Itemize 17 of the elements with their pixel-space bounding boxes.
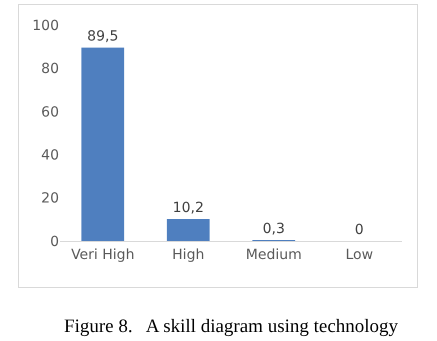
data-label: 10,2 (172, 200, 204, 216)
data-label: 0 (354, 222, 364, 238)
y-tick-label: 80 (41, 61, 59, 78)
y-tick-label: 40 (41, 148, 59, 164)
x-tick-label: Veri High (71, 246, 134, 263)
x-tick-label: Medium (246, 246, 302, 263)
y-tick-label: 60 (41, 104, 59, 120)
bar (81, 48, 124, 241)
y-tick-label: 100 (32, 18, 59, 34)
bar (166, 218, 210, 241)
x-tick-label: High (172, 246, 204, 263)
caption: Figure 8. A skill diagram using technology (64, 316, 399, 337)
y-tick-label: 0 (50, 234, 59, 250)
x-tick-label: Low (345, 246, 374, 263)
data-label: 0,3 (262, 221, 285, 237)
y-tick-label: 20 (41, 190, 59, 207)
data-label: 89,5 (87, 28, 118, 45)
